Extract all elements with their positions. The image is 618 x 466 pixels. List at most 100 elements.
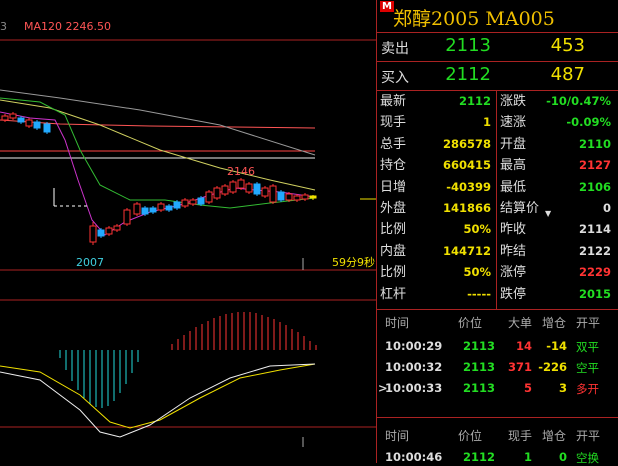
- ma20-line: [0, 97, 316, 209]
- candle-body: [197, 197, 205, 205]
- tick-column-header: 价位: [458, 429, 483, 443]
- stat-value: 2122: [578, 243, 611, 258]
- tick-list: 时间 价位 大单 增仓 开平 10:00:29 2113 14 -14 双平 10:00:32 211…: [377, 310, 618, 465]
- candle-body: [43, 123, 51, 133]
- candle-body: [269, 185, 277, 203]
- tick-column-header: 现手: [508, 429, 533, 443]
- dif-line: [0, 363, 316, 438]
- candle-body: [105, 227, 113, 235]
- candle-body: [25, 119, 33, 127]
- stat-value: 2127: [578, 158, 611, 173]
- tick-oi: 3: [558, 381, 567, 395]
- stat-value: 2106: [578, 179, 611, 194]
- candle-body: [9, 113, 17, 119]
- candles-group: [1, 112, 317, 245]
- tick-price: 2112: [462, 450, 495, 464]
- tick-oi: 0: [558, 450, 567, 464]
- stat-value: 2114: [578, 222, 611, 237]
- stat-label: 跌停: [500, 286, 527, 302]
- chevron-down-icon[interactable]: ▼: [545, 209, 552, 218]
- candle-body: [253, 183, 261, 195]
- dea-line: [0, 363, 316, 429]
- stat-value: 2015: [578, 286, 611, 301]
- candle-body: [181, 199, 189, 207]
- stat-value: 660415: [442, 158, 491, 173]
- tick-oi: -14: [546, 339, 567, 353]
- macd-histogram: [59, 312, 317, 408]
- candle-body: [293, 195, 301, 201]
- stat-value: -40399: [446, 179, 491, 194]
- ma60-line: [0, 89, 316, 156]
- stat-value: -0.09%: [566, 115, 611, 130]
- ma-prefix: 3: [0, 20, 7, 33]
- candle-body: [301, 194, 309, 200]
- tick-time: 10:00:33: [385, 381, 443, 395]
- ask-price: 2113: [445, 35, 491, 56]
- tick-oi: -226: [538, 360, 567, 374]
- bid-price: 2112: [445, 64, 491, 85]
- market-marker: M: [380, 1, 394, 12]
- ask-row[interactable]: 卖出 2113 453: [377, 32, 618, 62]
- tick-column-header: 时间: [385, 316, 410, 330]
- candle-body: [149, 207, 157, 213]
- ma120-label: MA120 2246.50: [24, 20, 111, 33]
- stat-label: 昨收: [500, 222, 527, 238]
- stat-label: 昨结: [500, 243, 527, 259]
- candle-body: [33, 121, 41, 129]
- tick-price: 2113: [462, 381, 495, 395]
- stat-label: 持仓: [380, 158, 407, 174]
- stat-label: 最新: [380, 94, 407, 109]
- tick-vol: 1: [523, 450, 532, 464]
- instrument-header: M 郑醇2005 MA005: [377, 0, 618, 33]
- stat-label: 最低: [500, 179, 527, 195]
- candle-body: [205, 191, 213, 203]
- ma30-line: [0, 99, 316, 191]
- tick-time: 10:00:29: [385, 339, 443, 353]
- stat-label: 杠杆: [380, 286, 407, 302]
- stat-label: 比例: [380, 265, 407, 281]
- candle-body: [237, 179, 245, 189]
- tick-column-header: 大单: [508, 316, 533, 330]
- candle-body: [141, 207, 149, 215]
- bid-row[interactable]: 买入 2112 487: [377, 61, 618, 91]
- stat-label: 现手: [380, 115, 407, 131]
- tick-column-header: 增仓: [542, 429, 567, 443]
- stat-label: 比例: [380, 222, 407, 238]
- stat-label: 内盘: [380, 243, 407, 259]
- candle-body: [245, 183, 253, 193]
- tick-price: 2113: [462, 360, 495, 374]
- candle-body: [189, 199, 197, 205]
- stat-label: 最高: [500, 158, 527, 174]
- stat-value: 50%: [463, 265, 491, 280]
- candle-body: [309, 195, 317, 199]
- candle-body: [89, 225, 97, 243]
- stat-value: 286578: [442, 136, 491, 151]
- stat-label: 结算价: [500, 201, 540, 216]
- stat-label: 涨停: [500, 265, 527, 281]
- low-label: 2007: [76, 256, 104, 269]
- stat-label: 外盘: [380, 201, 407, 216]
- stat-label: 速涨: [500, 115, 527, 131]
- stat-value: 2229: [578, 265, 611, 280]
- candle-body: [173, 201, 181, 209]
- stat-label: 涨跌: [500, 94, 527, 109]
- candle-body: [17, 117, 25, 123]
- tick-vol: 14: [515, 339, 532, 353]
- stat-value: 1: [482, 115, 491, 130]
- tick-vol: 371: [507, 360, 532, 374]
- candle-body: [229, 181, 237, 193]
- tick-type: 双平: [576, 340, 599, 354]
- macd-lines: [0, 363, 316, 438]
- tick-type: 空平: [576, 361, 599, 375]
- ask-volume: 453: [550, 35, 585, 56]
- candle-body: [285, 193, 293, 201]
- candlestick-chart[interactable]: 3 MA120 2246.50 2146 2007 59分9秒: [0, 0, 376, 463]
- stat-value: 141866: [442, 201, 491, 215]
- countdown-label: 59分9秒: [332, 255, 375, 269]
- candle-body: [165, 205, 173, 211]
- instrument-title[interactable]: 郑醇2005 MA005: [393, 8, 555, 30]
- stat-label: 总手: [380, 136, 407, 152]
- tick-type: 多开: [576, 382, 599, 396]
- candle-body: [113, 225, 121, 231]
- tick-vol: 5: [523, 381, 532, 395]
